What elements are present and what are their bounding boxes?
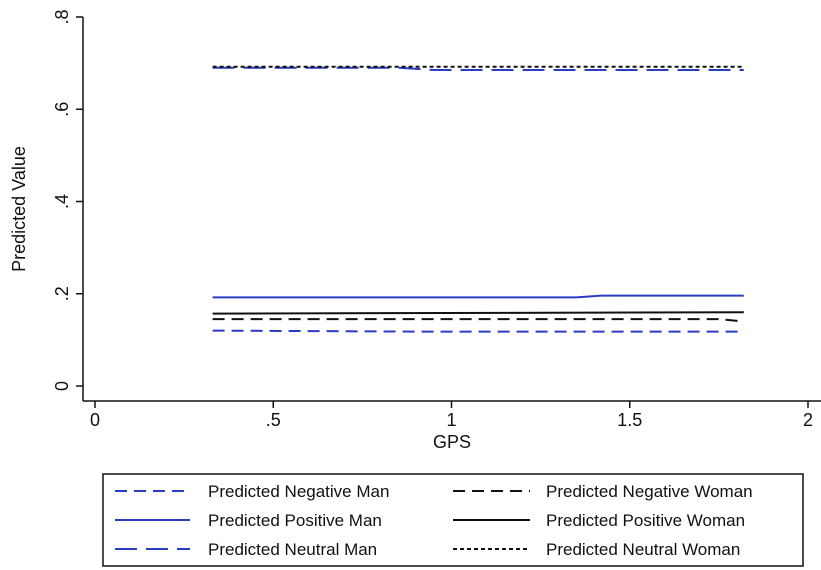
series-line-predicted-negative-man	[212, 329, 744, 333]
legend-label: Predicted Positive Woman	[546, 511, 745, 530]
y-tick-label: .6	[52, 102, 72, 117]
legend-items: Predicted Negative Man Predicted Negative…	[115, 482, 753, 559]
legend-box	[102, 473, 804, 567]
x-tick-label: 1.5	[617, 410, 642, 430]
x-tick-label: 1	[446, 410, 456, 430]
y-tick-label: .2	[52, 286, 72, 301]
series-line-predicted-positive-woman	[212, 311, 744, 315]
legend-label: Predicted Positive Man	[208, 511, 382, 530]
series-line-predicted-neutral-man	[212, 66, 744, 71]
x-tick-label: 0	[90, 410, 100, 430]
legend-label: Predicted Negative Woman	[546, 482, 753, 501]
x-tick-label: 2	[803, 410, 813, 430]
legend: Predicted Negative Man Predicted Negative…	[102, 473, 804, 567]
x-ticks: 0 .5 1 1.5 2	[90, 401, 813, 430]
plot-area: 0 .5 1 1.5 2 0 .2 .4 .6 .8	[52, 9, 821, 430]
series-line-predicted-negative-woman	[212, 318, 744, 323]
y-tick-label: 0	[52, 381, 72, 391]
y-ticks: 0 .2 .4 .6 .8	[52, 9, 83, 391]
y-tick-label: .8	[52, 9, 72, 24]
legend-label: Predicted Negative Man	[208, 482, 389, 501]
x-axis-title: GPS	[433, 432, 471, 452]
x-tick-label: .5	[266, 410, 281, 430]
series-lines	[212, 65, 744, 333]
legend-label: Predicted Neutral Woman	[546, 540, 740, 559]
series-line-predicted-positive-man	[212, 294, 744, 299]
y-tick-label: .4	[52, 194, 72, 209]
y-axis-title: Predicted Value	[9, 146, 29, 272]
legend-label: Predicted Neutral Man	[208, 540, 377, 559]
